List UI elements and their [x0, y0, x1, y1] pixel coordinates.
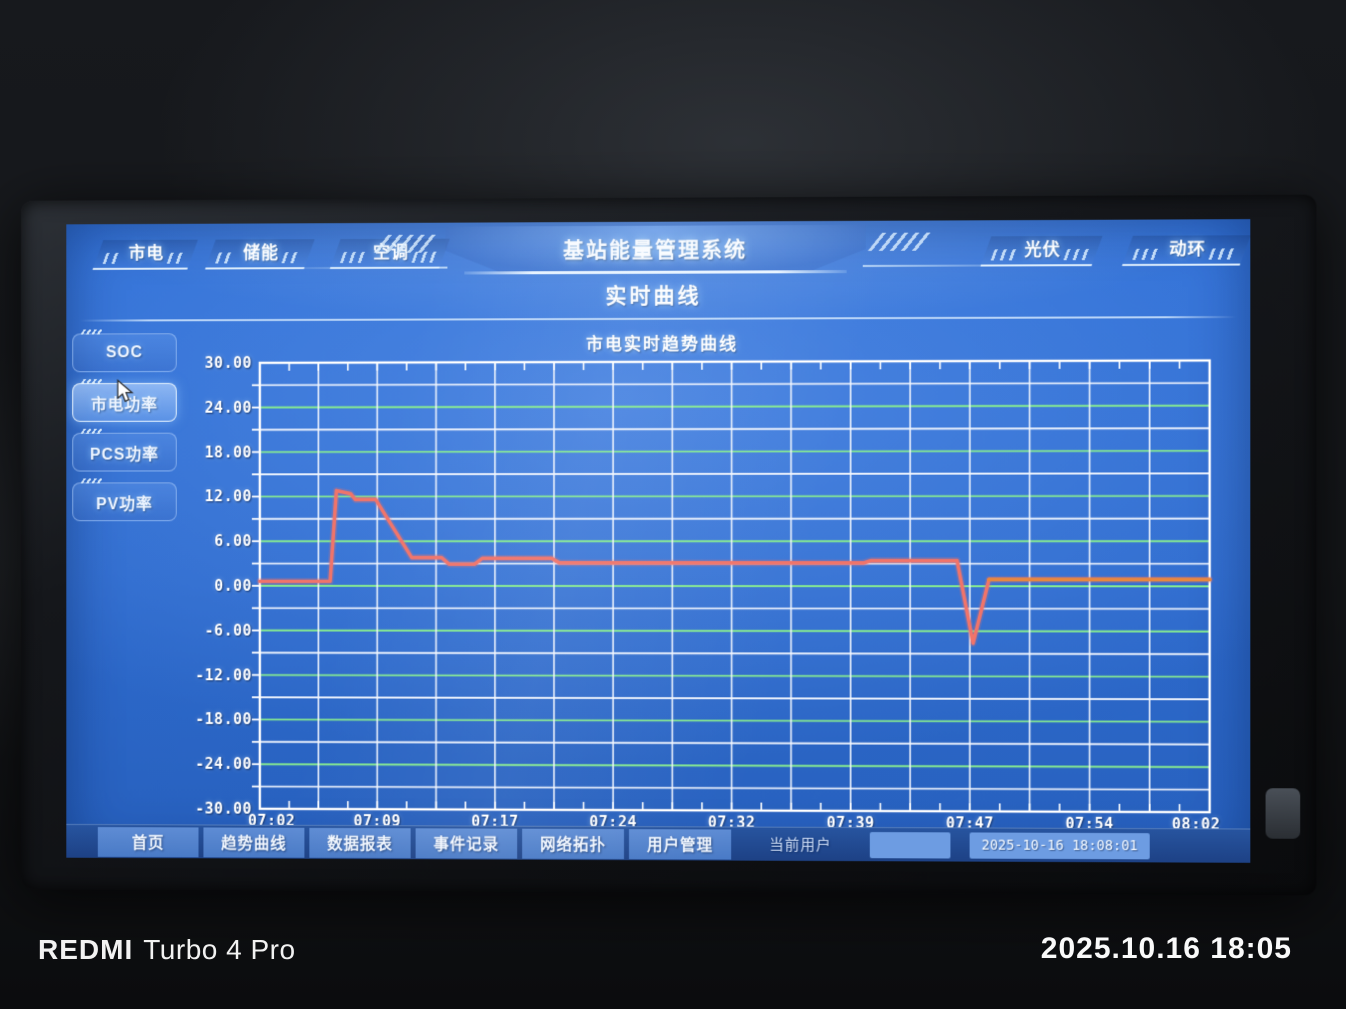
gridline-minor	[260, 697, 1210, 699]
tab-stripes-icon	[281, 252, 303, 264]
watermark-datetime: 2025.10.16 18:05	[1040, 932, 1292, 965]
gridline-major	[260, 720, 1210, 722]
gridline-minor	[260, 742, 1210, 745]
nav-event-log[interactable]: 事件记录	[415, 827, 518, 859]
series-line	[260, 490, 1210, 644]
gridline-major	[260, 496, 1210, 497]
monitor-bezel: 市电 储能 空调 基站能量管理系统	[21, 194, 1317, 896]
y-axis-label: 6.00	[214, 532, 252, 551]
gridline-major	[260, 406, 1210, 408]
tab-stripes-icon	[1132, 248, 1162, 260]
gridline-minor	[260, 383, 1210, 385]
gridline-major	[260, 630, 1210, 631]
y-axis-label: -12.00	[195, 665, 252, 684]
mouse-cursor-icon	[115, 379, 137, 403]
hmi-screen: 市电 储能 空调 基站能量管理系统	[66, 219, 1251, 863]
header-slash-decor	[867, 232, 935, 251]
nav-data-report[interactable]: 数据报表	[309, 827, 411, 858]
chart-title: 市电实时趋势曲线	[586, 334, 739, 355]
tab-stripes-icon	[215, 252, 236, 264]
gridline-minor	[260, 428, 1210, 430]
gridline-major	[260, 586, 1210, 587]
y-axis-labels: 30.00 24.00 18.00 12.00 6.00 0.00 -6.00 -12.00 -…	[163, 354, 252, 818]
y-axis-label: 0.00	[214, 576, 252, 595]
tab-stripes-icon	[166, 252, 186, 264]
gridline-minor	[260, 653, 1210, 654]
title-underline	[464, 270, 847, 275]
y-axis-label: -18.00	[195, 710, 252, 729]
y-axis-label: 12.00	[204, 487, 252, 506]
system-datetime: 2025-10-16 18:08:01	[969, 831, 1150, 859]
nav-network-topology[interactable]: 网络拓扑	[522, 828, 624, 859]
bezel-button	[1265, 788, 1301, 839]
watermark-brand: REDMI	[38, 934, 134, 965]
header-line	[268, 266, 448, 270]
system-title: 基站能量管理系统	[563, 238, 748, 263]
tab-label: 动环	[1169, 239, 1206, 259]
sidebar-item-soc[interactable]: SOC	[72, 333, 177, 373]
header-bar: 市电 储能 空调 基站能量管理系统	[66, 219, 1251, 278]
gridline-minor	[260, 608, 1210, 609]
current-user-label: 当前用户	[769, 837, 832, 854]
nav-home[interactable]: 首页	[97, 826, 199, 857]
bottom-nav-bar: 首页 趋势曲线 数据报表 事件记录 网络拓扑 用户管理 当前用户 2025-10…	[66, 823, 1251, 863]
divider-line	[80, 316, 1237, 322]
tab-label: 光伏	[1024, 240, 1061, 260]
gridline-minor	[260, 473, 1210, 474]
tab-mains[interactable]: 市电	[92, 239, 198, 270]
gridline-minor	[260, 786, 1210, 789]
gridline-major	[260, 675, 1210, 677]
sidebar-item-pv-power[interactable]: PV功率	[72, 482, 177, 522]
page-title: 实时曲线	[605, 284, 702, 308]
tab-stripes-icon	[102, 252, 122, 264]
trend-chart-svg	[260, 360, 1210, 812]
gridline-major	[260, 451, 1210, 452]
sidebar-item-pcs-power[interactable]: PCS功率	[72, 432, 177, 472]
y-axis-label: -6.00	[204, 621, 252, 640]
tab-stripes-icon	[339, 251, 366, 264]
current-user-field[interactable]	[869, 831, 951, 859]
gridline-major	[260, 764, 1210, 767]
system-title-panel: 基站能量管理系统	[445, 225, 865, 273]
series-glow	[260, 490, 1210, 644]
y-axis-label: -30.00	[195, 799, 252, 818]
nav-trend-curve[interactable]: 趋势曲线	[203, 826, 305, 858]
tab-pv[interactable]: 光伏	[980, 235, 1103, 267]
tab-stripes-icon	[990, 249, 1017, 261]
nav-user-management[interactable]: 用户管理	[628, 828, 732, 860]
tab-env[interactable]: 动环	[1121, 235, 1251, 267]
watermark-model: Turbo 4 Pro	[143, 934, 296, 965]
y-axis-label: -24.00	[195, 755, 252, 774]
y-axis-label: 18.00	[204, 443, 252, 462]
watermark-device: REDMI Turbo 4 Pro	[38, 934, 296, 966]
tab-label: 储能	[243, 243, 279, 263]
y-axis-label: 30.00	[204, 353, 252, 372]
y-axis-label: 24.00	[204, 398, 252, 417]
tab-stripes-icon	[411, 251, 438, 263]
tab-stripes-icon	[1208, 248, 1238, 260]
tab-stripes-icon	[1063, 249, 1090, 261]
tab-storage[interactable]: 储能	[204, 239, 315, 270]
tab-label: 市电	[128, 243, 165, 263]
